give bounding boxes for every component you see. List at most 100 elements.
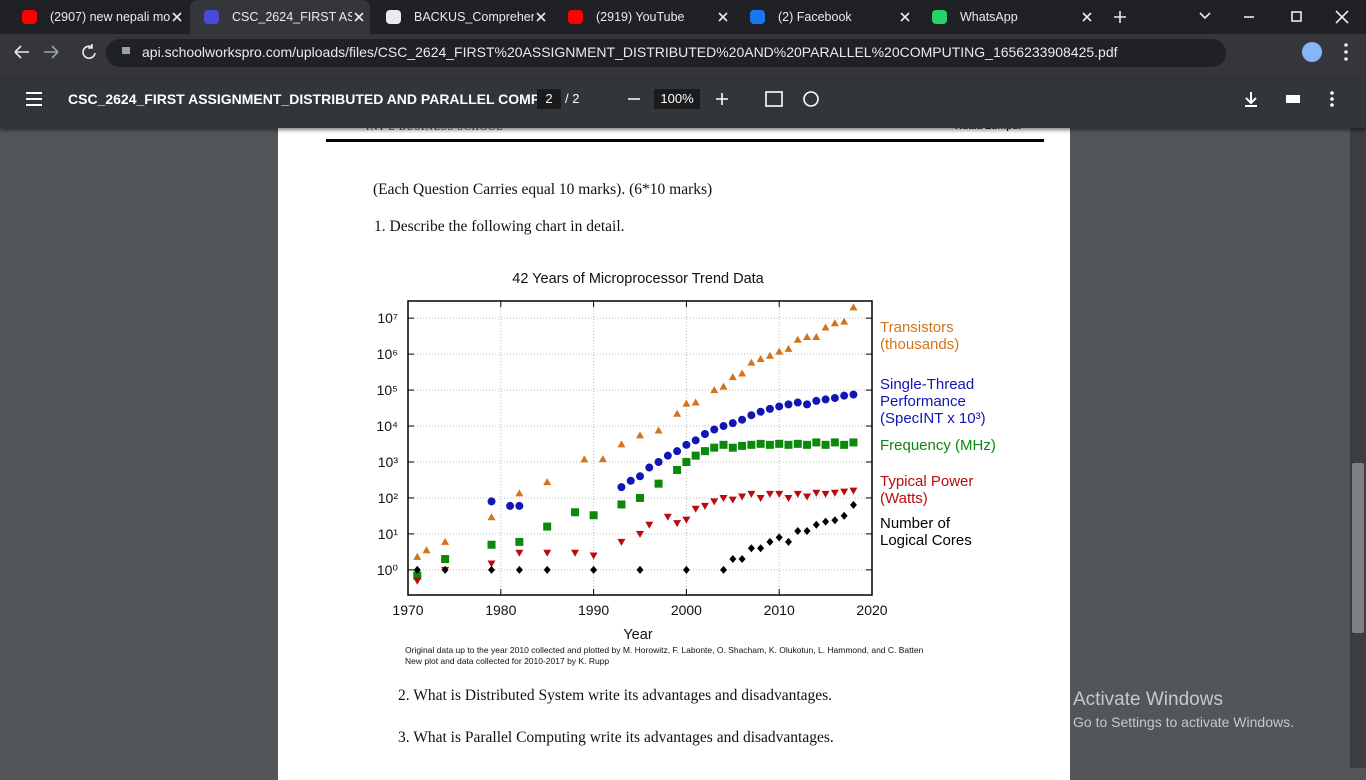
tab-close[interactable] — [172, 12, 182, 22]
omnibox[interactable] — [106, 39, 1226, 67]
data-point — [803, 332, 812, 340]
data-point — [784, 494, 793, 502]
data-point — [691, 398, 700, 406]
data-point — [821, 395, 830, 404]
zoom-input[interactable]: 100% — [654, 89, 700, 109]
y-tick-label: 10⁷ — [377, 310, 398, 326]
tab[interactable]: (2919) YouTube — [554, 0, 734, 34]
data-point — [543, 522, 552, 531]
data-point — [784, 344, 793, 352]
data-point — [728, 373, 737, 381]
data-point — [793, 398, 802, 407]
data-point — [422, 546, 431, 554]
data-point — [487, 560, 496, 568]
data-point — [830, 319, 839, 327]
y-tick-label: 10² — [378, 490, 399, 506]
tab-icon — [22, 10, 37, 24]
y-tick-label: 10⁴ — [376, 418, 398, 434]
data-point — [543, 565, 551, 574]
data-point — [691, 436, 700, 445]
data-point — [766, 537, 774, 546]
data-point — [821, 440, 830, 449]
data-point — [487, 513, 496, 521]
data-point — [812, 520, 820, 529]
y-tick-label: 10⁰ — [377, 562, 399, 578]
data-point — [849, 500, 857, 509]
data-point — [654, 426, 663, 434]
url[interactable]: api.schoolworkspro.com/uploads/files/CSC… — [142, 44, 1118, 60]
data-point — [738, 441, 747, 450]
data-point — [794, 527, 802, 536]
page-input[interactable]: 2 — [537, 89, 561, 109]
data-point — [738, 555, 746, 564]
data-point — [626, 476, 635, 485]
tab-close[interactable] — [354, 12, 364, 22]
tab[interactable]: BACKUS_Comprehens — [372, 0, 552, 34]
data-point — [710, 443, 719, 452]
data-point — [710, 386, 719, 394]
data-point — [793, 439, 802, 448]
data-point — [812, 438, 821, 447]
data-point — [691, 505, 700, 513]
y-tick-label: 10³ — [378, 454, 399, 470]
tab[interactable]: CSC_2624_FIRST ASSIG — [190, 0, 370, 34]
data-point — [821, 323, 830, 331]
data-point — [543, 478, 552, 486]
data-point — [413, 571, 422, 580]
data-point — [765, 440, 774, 449]
instructions: (Each Question Carries equal 10 marks). … — [373, 181, 713, 198]
tab-icon — [568, 10, 583, 24]
legend-entry: Number of Logical Cores — [880, 515, 972, 549]
data-point — [719, 382, 728, 390]
data-point — [747, 490, 756, 498]
tab[interactable]: WhatsApp — [918, 0, 1098, 34]
data-point — [682, 399, 691, 407]
data-point — [441, 537, 450, 545]
data-point — [729, 555, 737, 564]
data-point — [720, 565, 728, 574]
data-point — [803, 493, 812, 501]
caption: New plot and data collected for 2010-201… — [405, 656, 610, 666]
tab[interactable]: (2) Facebook — [736, 0, 916, 34]
data-point — [487, 540, 496, 549]
data-point — [682, 516, 691, 524]
tab[interactable]: (2907) new nepali mo — [8, 0, 188, 34]
tab-close[interactable] — [1082, 12, 1092, 22]
scrollbar[interactable] — [1350, 128, 1366, 768]
data-point — [831, 516, 839, 525]
data-point — [784, 440, 793, 449]
data-point — [441, 555, 450, 564]
tab-close[interactable] — [718, 12, 728, 22]
data-point — [710, 425, 719, 434]
page-total: / 2 — [565, 91, 580, 106]
data-point — [803, 400, 812, 409]
y-tick-label: 10¹ — [378, 526, 399, 542]
data-point — [849, 390, 858, 399]
tab-icon — [750, 10, 765, 24]
data-point — [719, 440, 728, 449]
data-point — [840, 317, 849, 325]
data-point — [756, 355, 765, 363]
data-point — [673, 447, 682, 456]
x-tick-label: 2020 — [856, 602, 887, 618]
data-point — [654, 479, 663, 488]
data-point — [756, 494, 765, 502]
data-point — [571, 549, 580, 557]
y-tick-label: 10⁵ — [377, 382, 398, 398]
data-point — [663, 513, 672, 521]
x-tick-label: 1980 — [485, 602, 516, 618]
legend-entry: Typical Power (Watts) — [880, 473, 974, 507]
data-point — [700, 502, 709, 510]
scroll-thumb[interactable] — [1352, 463, 1364, 633]
tab-close[interactable] — [536, 12, 546, 22]
data-point — [441, 565, 449, 574]
data-point — [747, 358, 756, 366]
data-point — [738, 369, 747, 377]
x-tick-label: 2010 — [764, 602, 795, 618]
tab-close[interactable] — [900, 12, 910, 22]
data-point — [747, 411, 756, 420]
data-point — [840, 511, 848, 520]
data-point — [765, 404, 774, 413]
data-point — [840, 488, 849, 496]
